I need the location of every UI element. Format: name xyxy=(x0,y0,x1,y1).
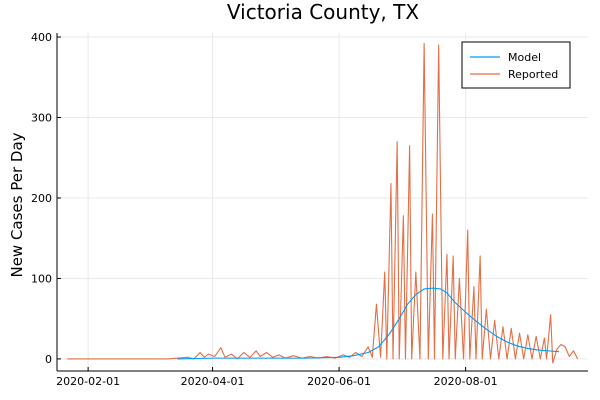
x-tick-label: 2020-02-01 xyxy=(56,375,120,388)
y-tick-label: 300 xyxy=(31,112,52,125)
legend: Model Reported xyxy=(461,41,571,89)
y-tick-label: 0 xyxy=(45,353,52,366)
legend-label-reported: Reported xyxy=(508,68,558,81)
legend-box xyxy=(461,41,571,89)
y-tick-label: 200 xyxy=(31,192,52,205)
y-axis-label: New Cases Per Day xyxy=(8,132,26,277)
series-line-reported xyxy=(67,42,579,364)
x-tick-label: 2020-08-01 xyxy=(434,375,498,388)
legend-label-model: Model xyxy=(508,51,541,64)
chart-title: Victoria County, TX xyxy=(227,0,419,24)
x-tick-label: 2020-06-01 xyxy=(307,375,371,388)
y-tick-label: 100 xyxy=(31,272,52,285)
x-tick-label: 2020-04-01 xyxy=(181,375,245,388)
axes xyxy=(56,33,588,372)
series-line-model xyxy=(177,287,560,360)
tick-labels: 2020-02-01 2020-04-01 2020-06-01 2020-08-01… xyxy=(31,31,498,388)
y-tick-label: 400 xyxy=(31,31,52,44)
series-lines xyxy=(67,42,579,364)
